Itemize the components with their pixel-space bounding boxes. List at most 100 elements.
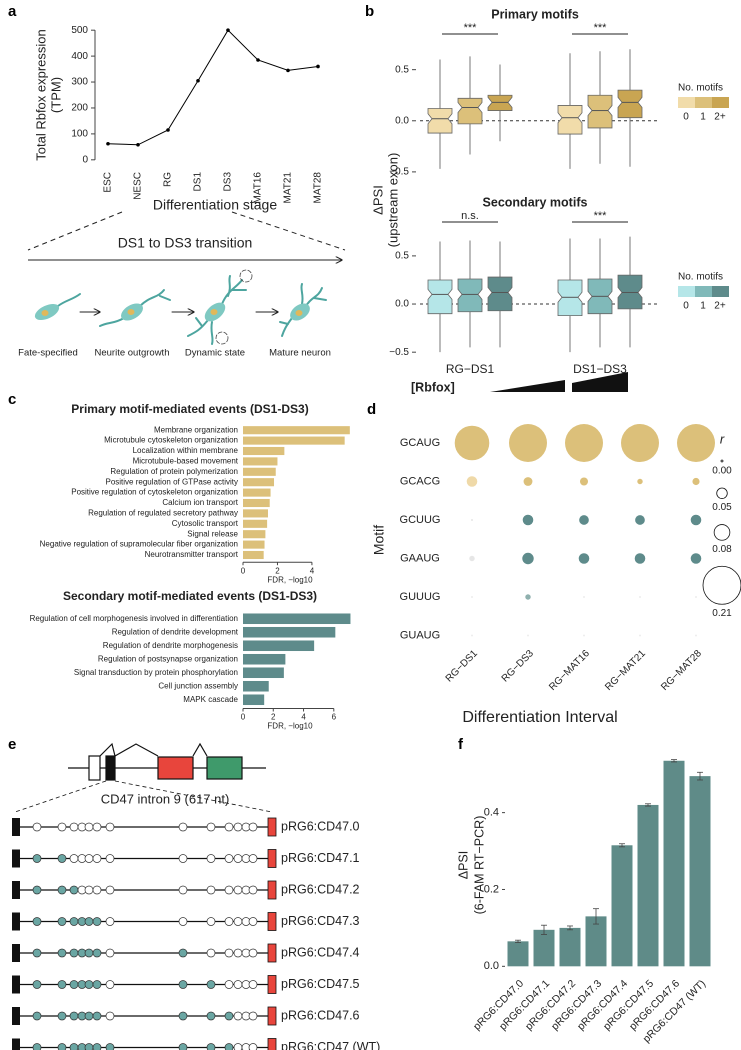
bubble bbox=[677, 424, 715, 462]
bar bbox=[243, 478, 275, 487]
box bbox=[457, 97, 483, 125]
box bbox=[487, 94, 513, 111]
x-tick-label: MAT28 bbox=[313, 172, 324, 204]
motif-site bbox=[105, 822, 115, 832]
motif-site bbox=[178, 1011, 188, 1021]
size-legend-label: 0.08 bbox=[712, 544, 732, 555]
legend-label: 1 bbox=[700, 301, 706, 312]
y-tick-label: 0 bbox=[82, 154, 88, 165]
legend-label: 0 bbox=[683, 112, 689, 123]
gene-model bbox=[14, 742, 273, 813]
bubble bbox=[471, 519, 473, 521]
x-tick-label: 0 bbox=[241, 713, 246, 722]
significance-label: *** bbox=[464, 22, 478, 34]
motif-site bbox=[233, 917, 243, 926]
bar bbox=[243, 694, 265, 706]
x-tick-label: MAT16 bbox=[253, 172, 264, 204]
panel-label: a bbox=[8, 3, 17, 20]
motif-site bbox=[105, 980, 115, 989]
x-tick-label: MAT21 bbox=[283, 172, 294, 204]
y-tick-label: GCUUG bbox=[400, 514, 441, 526]
size-legend-label: 0.21 bbox=[712, 608, 732, 619]
downstream-exon bbox=[267, 817, 277, 837]
x-tick-label: NESC bbox=[133, 172, 144, 200]
bubble bbox=[634, 553, 646, 564]
upstream-exon bbox=[12, 849, 20, 868]
bubble bbox=[583, 596, 585, 598]
bubble bbox=[523, 477, 533, 486]
y-tick-label: 200 bbox=[71, 103, 88, 114]
bubble bbox=[690, 553, 702, 564]
bar bbox=[243, 550, 264, 560]
motif-site bbox=[206, 948, 216, 958]
bar bbox=[243, 509, 268, 518]
bar bbox=[243, 680, 269, 692]
motif-site bbox=[57, 822, 67, 832]
bubble bbox=[621, 424, 659, 462]
bubble bbox=[695, 596, 697, 598]
x-tick-label: RG bbox=[163, 172, 174, 187]
upstream-exon bbox=[12, 1007, 20, 1025]
x-axis-label: FDR, −log10 bbox=[267, 575, 313, 584]
cell-illustrations bbox=[34, 269, 327, 345]
x-tick-label: RG−DS1 bbox=[444, 648, 481, 685]
x-axis-label: Differentiation stage bbox=[153, 197, 277, 213]
downstream-exon bbox=[267, 849, 277, 868]
x-tick-label: RG−DS1 bbox=[446, 362, 495, 376]
bubble bbox=[695, 634, 697, 637]
point bbox=[316, 64, 320, 69]
construct-label: pRG6:CD47.3 bbox=[281, 914, 360, 928]
y-tick-label: 300 bbox=[71, 77, 88, 88]
motif-site bbox=[92, 980, 102, 989]
x-tick-label: RG−MAT28 bbox=[659, 648, 704, 693]
motif-site bbox=[206, 1043, 216, 1050]
y-axis-label: (6-FAM RT−PCR) bbox=[472, 816, 486, 915]
motif-site bbox=[84, 822, 94, 832]
construct-label: pRG6:CD47.1 bbox=[281, 851, 360, 865]
bubble bbox=[579, 515, 589, 525]
motif-site bbox=[84, 1043, 94, 1050]
motif-site bbox=[105, 885, 115, 895]
y-tick-label: 0.5 bbox=[395, 64, 409, 75]
bar bbox=[243, 488, 271, 497]
point bbox=[166, 128, 170, 132]
motif-site bbox=[224, 822, 234, 832]
bar bbox=[689, 776, 711, 967]
point bbox=[136, 142, 140, 147]
motif-site bbox=[248, 1011, 258, 1021]
motif-site bbox=[57, 1011, 67, 1021]
motif-site bbox=[206, 1011, 216, 1021]
cell-dynamic-state bbox=[187, 269, 253, 345]
bubble bbox=[471, 634, 473, 637]
bubble bbox=[522, 552, 534, 565]
panel-label: d bbox=[367, 401, 376, 418]
x-axis-label: FDR, −log10 bbox=[267, 722, 313, 731]
bar bbox=[243, 519, 268, 528]
category-label: MAPK cascade bbox=[183, 695, 238, 704]
motif-site bbox=[32, 822, 42, 832]
bar bbox=[243, 530, 266, 539]
motif-site bbox=[233, 948, 243, 958]
x-tick-label: 0 bbox=[241, 566, 246, 575]
gradient-label: [Rbfox] bbox=[411, 380, 455, 394]
motif-site bbox=[224, 854, 234, 863]
bubble bbox=[578, 553, 590, 564]
bubble bbox=[471, 596, 473, 598]
legend-swatch bbox=[695, 286, 712, 297]
motif-site bbox=[178, 1043, 188, 1050]
y-axis-label: Total Rbfox expression bbox=[33, 29, 48, 161]
y-tick-label: 500 bbox=[71, 25, 88, 36]
x-tick-label: 4 bbox=[301, 713, 306, 722]
motif-site bbox=[57, 980, 67, 989]
motif-site bbox=[69, 948, 79, 958]
motif-site bbox=[57, 948, 67, 958]
bar bbox=[663, 760, 685, 967]
category-label: Positive regulation of cytoskeleton orga… bbox=[71, 488, 238, 497]
bubble bbox=[466, 476, 478, 487]
y-axis-label: ΔPSI bbox=[370, 185, 385, 215]
motif-site bbox=[69, 1043, 79, 1050]
box bbox=[427, 108, 453, 134]
category-label: Cell junction assembly bbox=[158, 681, 238, 690]
box bbox=[487, 276, 513, 312]
